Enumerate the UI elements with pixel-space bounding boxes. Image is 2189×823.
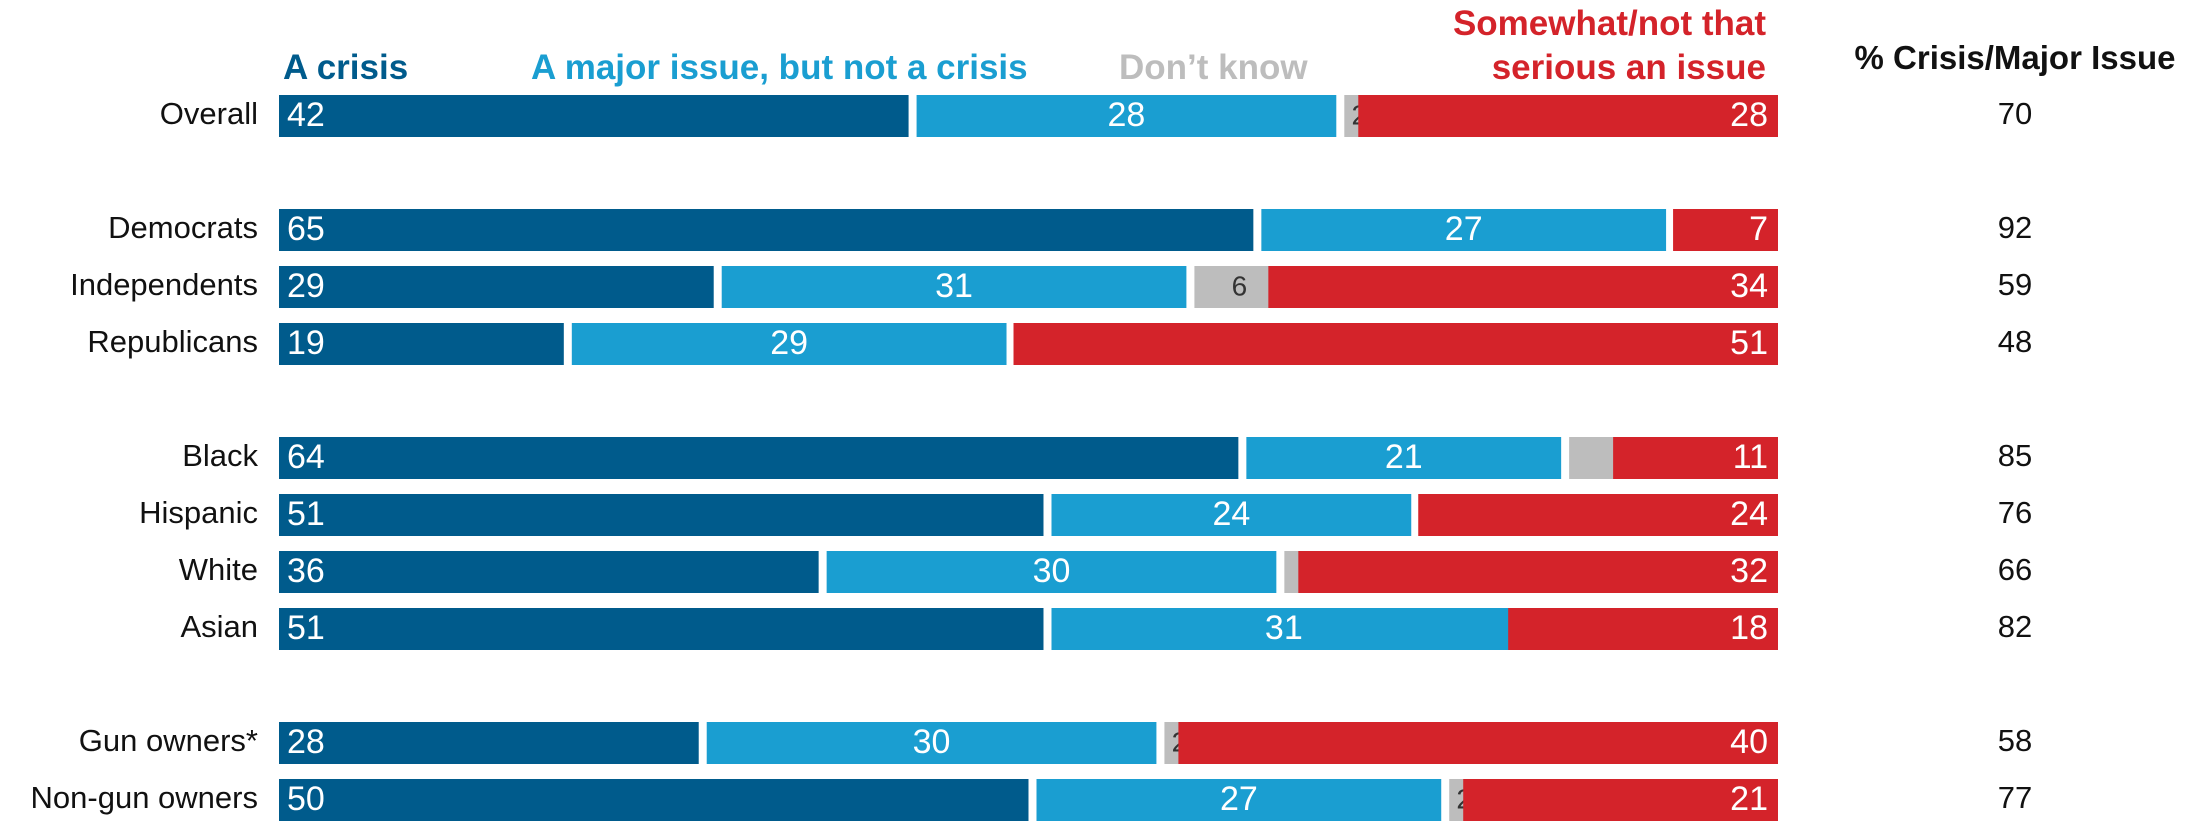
bar-segment — [279, 494, 1044, 536]
bar-segment — [1036, 779, 1442, 821]
category-label: Black — [182, 438, 258, 473]
bar-segment — [1246, 437, 1562, 479]
value-label: 50 — [287, 780, 325, 818]
net-value: 66 — [1998, 552, 2032, 587]
bar-segment — [826, 551, 1277, 593]
bar-segment — [279, 266, 714, 308]
value-label: 29 — [287, 267, 325, 305]
value-label: 51 — [1730, 324, 1768, 362]
value-label: 30 — [913, 723, 951, 761]
bar-segment — [1673, 209, 1778, 251]
category-label: Hispanic — [139, 495, 258, 530]
value-label: 19 — [287, 324, 325, 362]
legend-entry: A major issue, but not a crisis — [531, 48, 1028, 87]
bar-segment — [279, 323, 564, 365]
bar-segment — [1013, 323, 1778, 365]
value-label: 28 — [287, 723, 325, 761]
value-label: 27 — [1445, 210, 1483, 248]
net-value: 82 — [1998, 609, 2032, 644]
legend-entry: A crisis — [283, 48, 409, 87]
value-label: 42 — [287, 96, 325, 134]
value-label: 65 — [287, 210, 325, 248]
value-label: 27 — [1220, 780, 1258, 818]
bar-segment — [279, 551, 819, 593]
bar-segment — [279, 608, 1044, 650]
value-label: 31 — [935, 267, 973, 305]
bar-segment — [1178, 722, 1778, 764]
category-label: Overall — [160, 96, 258, 131]
value-label: 51 — [287, 495, 325, 533]
value-label: 18 — [1730, 609, 1768, 647]
value-label: 7 — [1749, 210, 1768, 248]
value-label: 30 — [1033, 552, 1071, 590]
bar-segment — [706, 722, 1157, 764]
net-value: 70 — [1998, 96, 2032, 131]
value-label: 34 — [1730, 267, 1768, 305]
value-label: 51 — [287, 609, 325, 647]
category-label: Non-gun owners — [31, 780, 258, 815]
value-label: 24 — [1730, 495, 1768, 533]
net-value: 58 — [1998, 723, 2032, 758]
bar-segment — [1418, 494, 1778, 536]
bar-segment — [1298, 551, 1778, 593]
value-label: 6 — [1232, 270, 1248, 301]
value-label: 29 — [770, 324, 808, 362]
value-label: 11 — [1733, 438, 1768, 476]
value-label: 31 — [1265, 609, 1303, 647]
bar-segment — [571, 323, 1007, 365]
bar-segment — [1051, 608, 1517, 650]
bar-segment — [279, 722, 699, 764]
legend-entry: Don’t know — [1119, 48, 1308, 87]
category-label: Independents — [70, 267, 258, 302]
bar-segment — [279, 95, 909, 137]
legend-entry: Somewhat/not that serious an issue — [1452, 4, 1766, 87]
bar-segment — [1268, 266, 1778, 308]
bar-segment — [279, 209, 1254, 251]
category-label: Democrats — [108, 210, 258, 245]
value-label: 40 — [1730, 723, 1768, 761]
category-label: Gun owners* — [79, 723, 258, 758]
net-value: 77 — [1998, 780, 2032, 815]
bar-segment — [1261, 209, 1667, 251]
value-label: 21 — [1385, 438, 1423, 476]
bar-segment — [279, 779, 1029, 821]
value-label: 28 — [1108, 96, 1146, 134]
category-label: Asian — [180, 609, 258, 644]
bar-segment — [1051, 494, 1412, 536]
bar-segment — [721, 266, 1187, 308]
value-label: 21 — [1730, 780, 1768, 818]
value-label: 32 — [1730, 552, 1768, 590]
net-value: 59 — [1998, 267, 2032, 302]
net-value: 92 — [1998, 210, 2032, 245]
bar-segment — [279, 437, 1239, 479]
net-value: 76 — [1998, 495, 2032, 530]
net-header: % Crisis/Major Issue — [1854, 39, 2176, 76]
value-label: 24 — [1212, 495, 1250, 533]
bar-segment — [1463, 779, 1778, 821]
net-value: 85 — [1998, 438, 2032, 473]
category-label: White — [179, 552, 258, 587]
bar-segment — [1613, 437, 1778, 479]
value-label: 64 — [287, 438, 325, 476]
bar-segment — [1508, 608, 1778, 650]
bar-segment — [1358, 95, 1778, 137]
net-value: 48 — [1998, 324, 2032, 359]
bar-segment — [916, 95, 1337, 137]
value-label: 28 — [1730, 96, 1768, 134]
category-label: Republicans — [87, 324, 258, 359]
value-label: 36 — [287, 552, 325, 590]
